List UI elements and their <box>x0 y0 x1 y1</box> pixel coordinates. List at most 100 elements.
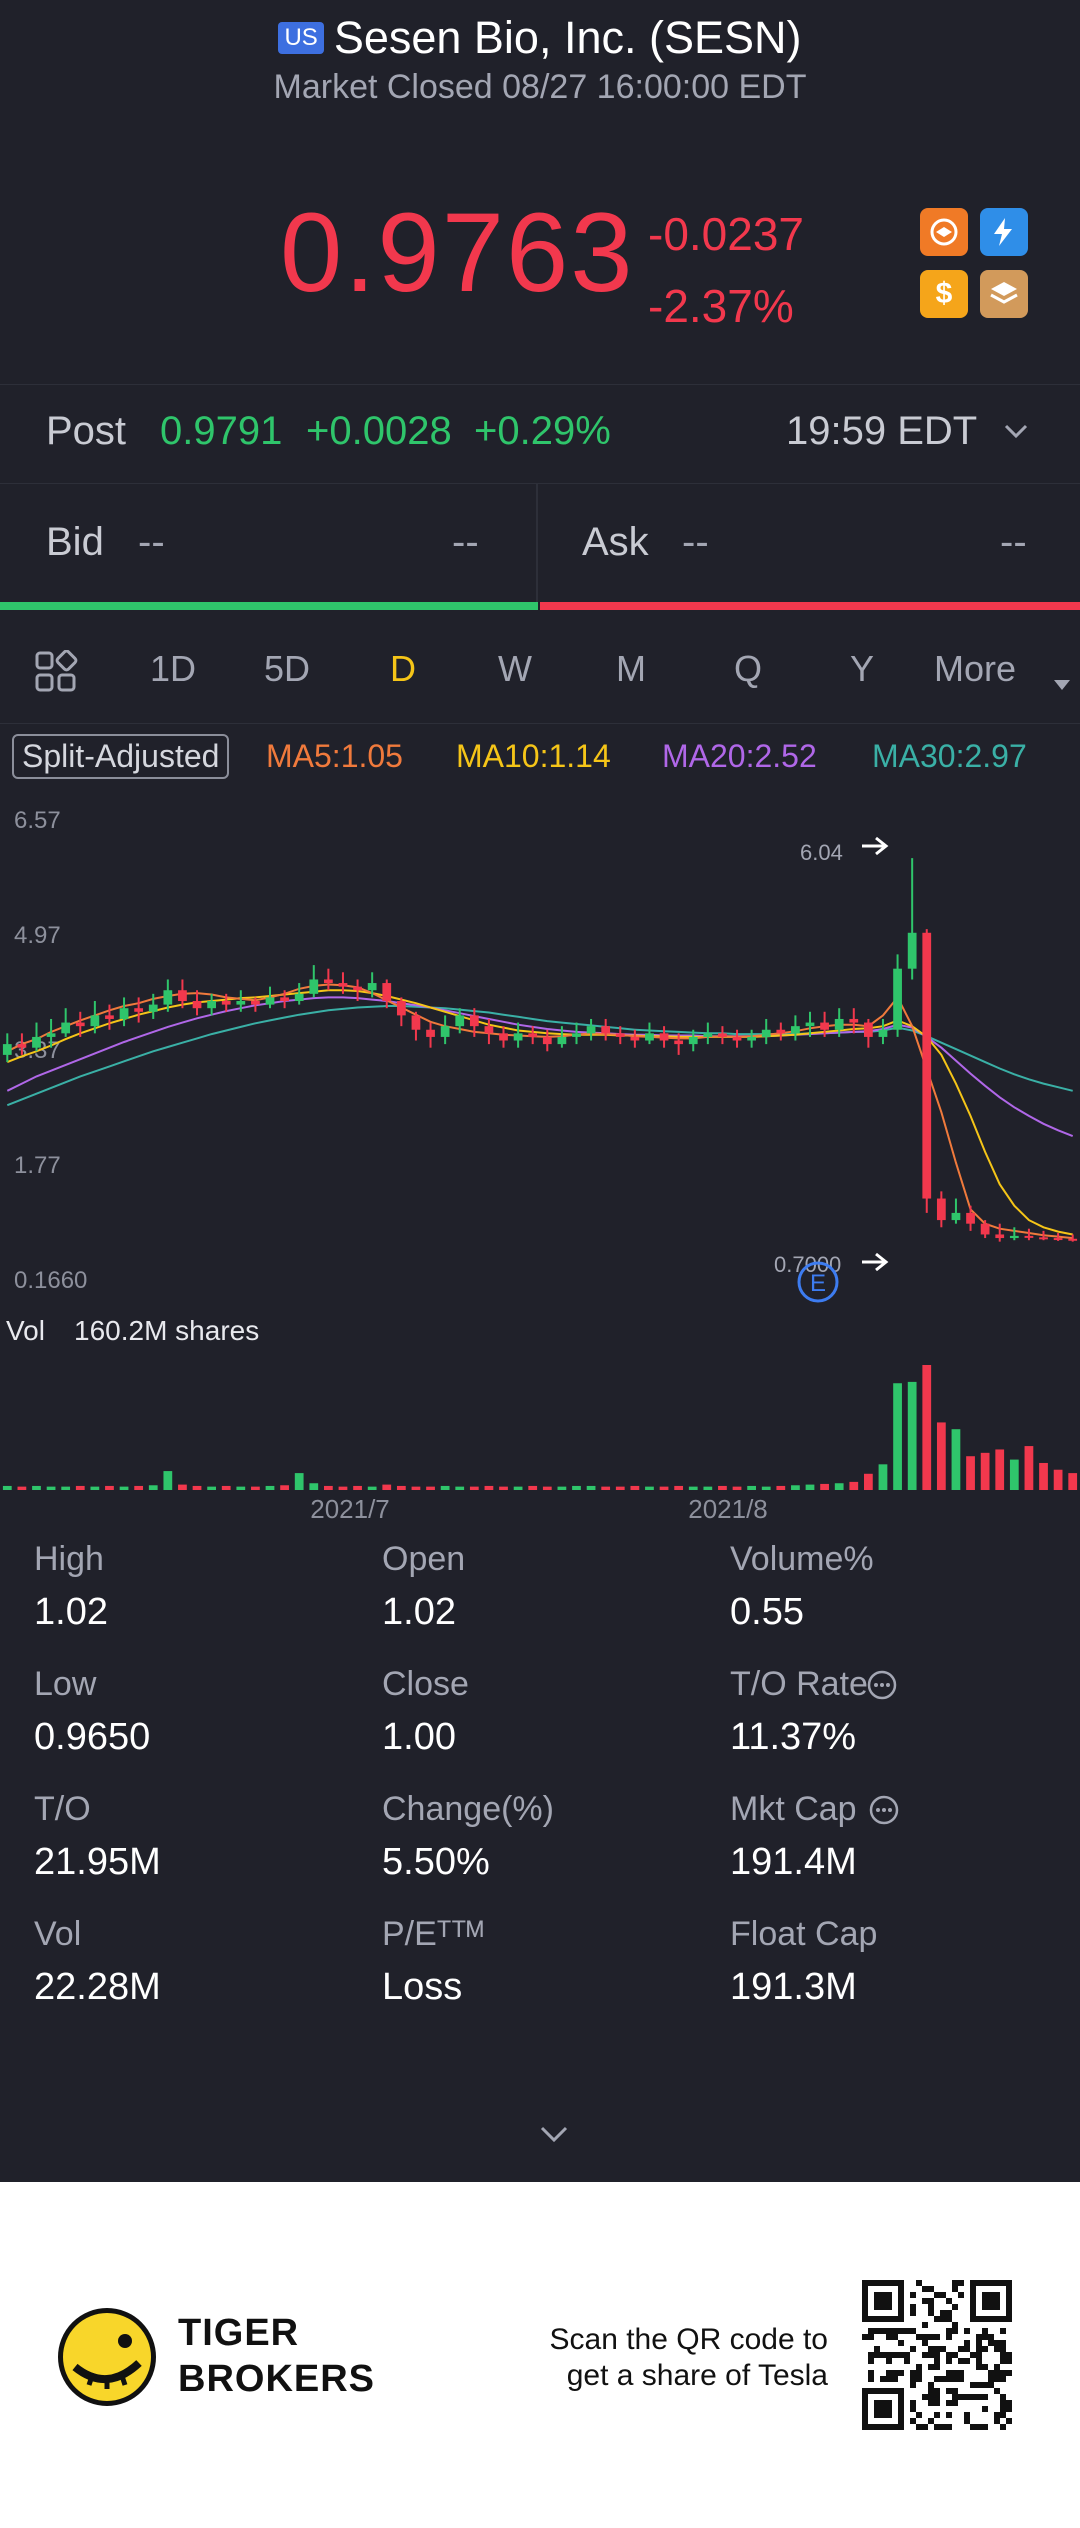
ask-price: -- <box>682 520 709 564</box>
volume-bar <box>542 1486 552 1490</box>
expand-chevron-icon[interactable] <box>536 2116 572 2152</box>
stat-value: 22.28M <box>34 1966 161 2008</box>
market-status: Market Closed 08/27 16:00:00 EDT <box>273 68 807 106</box>
candle <box>776 1022 786 1041</box>
stat-turnover-rate: T/O Rate 11.37% <box>730 1665 1070 1759</box>
high-arrow-icon <box>862 836 889 856</box>
candle <box>163 979 173 1012</box>
stat-high: High 1.02 <box>34 1540 374 1634</box>
tab-daily[interactable]: D <box>390 648 416 689</box>
candle <box>630 1029 640 1048</box>
candle <box>820 1011 829 1037</box>
ma20-label: MA20:2.52 <box>662 738 817 774</box>
price-change-block: -0.0237 -2.37% <box>648 198 804 342</box>
ma5-label: MA5:1.05 <box>266 738 403 774</box>
volume-bar <box>674 1485 684 1490</box>
volume-bar <box>499 1486 508 1490</box>
tab-weekly[interactable]: W <box>498 648 532 689</box>
info-icon[interactable] <box>868 1794 900 1831</box>
stat-value: 5.50% <box>382 1841 490 1883</box>
split-adjusted-toggle[interactable]: Split-Adjusted <box>12 734 230 779</box>
post-change: +0.0028 <box>306 409 452 453</box>
dollar-icon[interactable]: $ <box>920 270 968 318</box>
trade-icon[interactable] <box>920 208 968 256</box>
tab-yearly[interactable]: Y <box>850 648 875 689</box>
volume-bar <box>791 1485 800 1490</box>
candle <box>178 979 187 1009</box>
caret-down-icon[interactable] <box>1052 660 1072 702</box>
stat-value: 0.9650 <box>34 1716 151 1758</box>
candle <box>148 993 158 1019</box>
volume-bar <box>820 1483 829 1490</box>
stat-label: Mkt Cap <box>730 1790 857 1828</box>
tab-quarterly[interactable]: Q <box>734 648 763 689</box>
tab-more[interactable]: More <box>934 648 1017 689</box>
volume-bar <box>294 1473 304 1490</box>
layers-icon[interactable] <box>980 270 1028 318</box>
y-tick-label: 4.97 <box>14 922 61 949</box>
candle <box>265 986 275 1009</box>
candle <box>572 1022 581 1045</box>
tab-5d[interactable]: 5D <box>264 648 311 689</box>
candle <box>105 1004 114 1030</box>
post-market-row[interactable]: Post 0.9791 +0.0028 +0.29% 19:59 EDT <box>0 384 1080 484</box>
bid-label: Bid <box>46 520 104 564</box>
scan-line-2: get a share of Tesla <box>566 2359 828 2392</box>
info-icon[interactable] <box>866 1669 898 1706</box>
volume-bar <box>703 1486 713 1490</box>
volume-bar <box>46 1486 56 1490</box>
volume-bar <box>455 1486 465 1490</box>
volume-bar <box>484 1485 494 1490</box>
ask-panel[interactable]: Ask -- -- <box>538 484 1080 608</box>
candle <box>2 1033 12 1063</box>
post-price: 0.9791 <box>160 409 283 453</box>
earnings-event-marker[interactable]: E <box>797 1261 839 1303</box>
ask-strength-bar <box>540 602 1080 610</box>
candle <box>192 990 202 1016</box>
candle <box>864 1018 873 1048</box>
volume-bar <box>382 1484 392 1490</box>
bid-panel[interactable]: Bid -- -- <box>0 484 536 608</box>
ma30-label: MA30:2.97 <box>872 738 1027 774</box>
candle <box>557 1026 567 1048</box>
candle <box>411 1011 421 1041</box>
tab-monthly[interactable]: M <box>616 648 646 689</box>
candle <box>499 1026 508 1048</box>
volume-bar <box>61 1486 71 1490</box>
stat-label: T/O <box>34 1790 91 1828</box>
volume-bar <box>192 1485 202 1490</box>
stat-close: Close 1.00 <box>382 1665 722 1759</box>
layout-grid-icon[interactable] <box>34 649 78 703</box>
candle <box>513 1022 523 1048</box>
candle <box>586 1018 596 1041</box>
stock-title: Sesen Bio, Inc. (SESN) <box>333 12 802 63</box>
volume-bar <box>396 1485 406 1490</box>
flash-icon[interactable] <box>980 208 1028 256</box>
stock-title-row: US Sesen Bio, Inc. (SESN) <box>0 12 1080 64</box>
volume-bar <box>659 1486 669 1490</box>
volume-bar <box>221 1485 231 1490</box>
candle <box>1068 1234 1078 1242</box>
quote-header: US Sesen Bio, Inc. (SESN) Market Closed 0… <box>0 0 1080 380</box>
stat-label: Open <box>382 1540 466 1578</box>
volume-bar <box>732 1486 742 1490</box>
x-tick-label: 2021/7 <box>310 1494 390 1520</box>
stat-float-cap: Float Cap 191.3M <box>730 1915 1070 2009</box>
candle <box>484 1018 494 1045</box>
bid-ask-divider <box>536 484 538 608</box>
volume-bar <box>280 1485 289 1490</box>
candle <box>966 1205 975 1231</box>
volume-bar <box>236 1486 246 1490</box>
volume-bar <box>1068 1473 1078 1490</box>
volume-bar <box>528 1485 538 1490</box>
high-price-label: 6.04 <box>800 840 843 865</box>
bid-price: -- <box>138 520 165 564</box>
chevron-down-icon[interactable] <box>1000 413 1032 458</box>
ma10-label: MA10:1.14 <box>456 738 611 774</box>
brand-line-1: TIGER <box>178 2312 300 2354</box>
candle <box>849 1008 859 1034</box>
candle <box>17 1033 27 1055</box>
volume-bar <box>163 1471 173 1490</box>
tab-1d[interactable]: 1D <box>150 648 197 689</box>
